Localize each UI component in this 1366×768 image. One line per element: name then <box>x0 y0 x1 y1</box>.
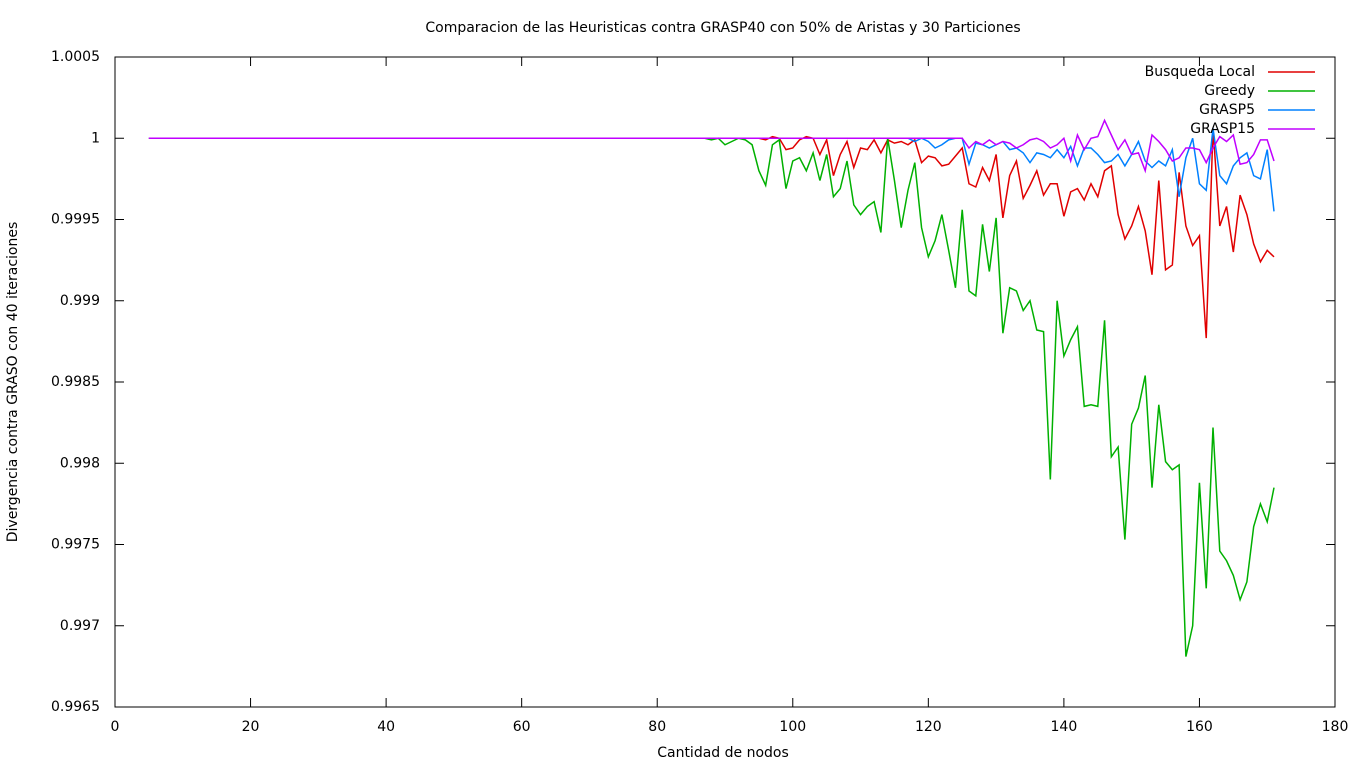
series-line <box>148 128 1275 339</box>
legend-label: Greedy <box>1204 83 1255 99</box>
x-tick-label: 0 <box>111 719 120 735</box>
series-line <box>148 118 1275 174</box>
x-tick-label: 100 <box>779 719 806 735</box>
x-tick-label: 180 <box>1322 719 1349 735</box>
y-tick-label: 0.9995 <box>51 212 100 228</box>
x-tick-label: 120 <box>915 719 942 735</box>
y-tick-label: 0.9985 <box>51 374 100 390</box>
y-tick-label: 1 <box>91 130 100 146</box>
x-axis-label: Cantidad de nodos <box>657 745 789 761</box>
y-tick-label: 0.9975 <box>51 537 100 553</box>
y-tick-label: 1.0005 <box>51 49 100 65</box>
x-tick-label: 20 <box>242 719 260 735</box>
chart-title: Comparacion de las Heuristicas contra GR… <box>425 20 1020 36</box>
x-tick-label: 140 <box>1051 719 1078 735</box>
y-tick-label: 0.998 <box>60 455 100 471</box>
x-tick-label: 60 <box>513 719 531 735</box>
legend-label: GRASP5 <box>1199 102 1255 118</box>
y-tick-label: 0.9965 <box>51 699 100 715</box>
y-tick-label: 0.997 <box>60 618 100 634</box>
y-axis-label: Divergencia contra GRASO con 40 iteracio… <box>5 222 21 543</box>
y-tick-label: 0.999 <box>60 293 100 309</box>
plot-frame <box>114 56 1336 708</box>
legend-label: Busqueda Local <box>1145 64 1255 80</box>
x-tick-label: 40 <box>377 719 395 735</box>
x-tick-label: 80 <box>648 719 666 735</box>
legend-label: GRASP15 <box>1190 121 1255 137</box>
series-line <box>148 137 1275 657</box>
x-tick-label: 160 <box>1186 719 1213 735</box>
